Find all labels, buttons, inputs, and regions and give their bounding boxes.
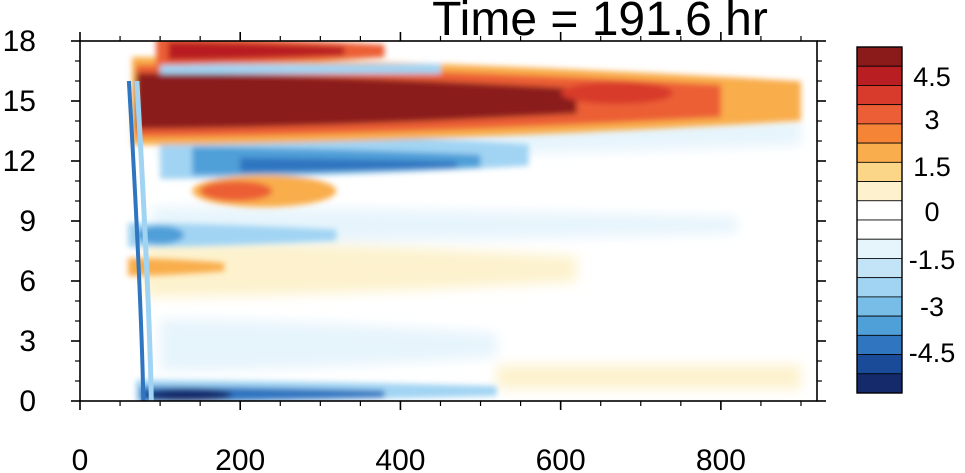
colorbar-cell: [856, 200, 903, 221]
y-axis: 0 3 6 9 12 15 18: [3, 25, 826, 418]
colorbar-cell: [856, 161, 903, 182]
positive-blob-10-core: [200, 181, 273, 201]
y-tick-label: 0: [19, 385, 36, 418]
colorbar-cell: [856, 219, 903, 240]
y-tick-label: 3: [19, 325, 36, 358]
colorbar-label: 4.5: [913, 62, 951, 92]
colorbar-label: -3: [920, 292, 944, 322]
colorbar-cell: [856, 181, 903, 202]
negative-band-8-core: [136, 226, 185, 244]
colorbar-cell: [856, 354, 903, 375]
colorbar-cell: [856, 65, 903, 86]
negative-band-12-core: [240, 158, 457, 172]
y-tick-label: 12: [3, 145, 36, 178]
front-line: [126, 80, 146, 401]
y-tick-label: 18: [3, 25, 36, 58]
colorbar-cell: [856, 238, 903, 259]
x-tick-label: 0: [72, 444, 89, 473]
colorbar-label: 3: [924, 105, 939, 135]
chart-title: Time = 191.6 hr: [432, 0, 768, 46]
colorbar-label: -4.5: [909, 338, 956, 368]
colorbar: 4.5 3 1.5 0 -1.5 -3 -4.5: [856, 46, 956, 394]
colorbar-cell: [856, 334, 903, 355]
x-tick-label: 600: [536, 444, 586, 473]
x-axis: 0 200 400 600 800: [72, 32, 802, 473]
strong-positive-band-core: [136, 73, 577, 129]
colorbar-cell: [856, 85, 903, 106]
strong-positive-band-tip: [560, 82, 673, 104]
negative-band-8-outer: [128, 223, 337, 247]
upper-red-band-core: [168, 42, 345, 60]
colorbar-cell: [856, 296, 903, 317]
front-line-halo: [134, 80, 154, 401]
colorbar-cell: [856, 123, 903, 144]
colorbar-label: 0: [924, 197, 939, 227]
colorbar-cell: [856, 277, 903, 298]
field-sharp-layer: [128, 41, 801, 401]
x-tick-label: 200: [215, 444, 265, 473]
colorbar-label: 1.5: [913, 152, 951, 182]
faint-positive-band-6: [144, 241, 577, 297]
positive-band-6: [128, 258, 225, 276]
y-tick-label: 6: [19, 265, 36, 298]
colorbar-cell: [856, 46, 903, 67]
y-tick-label: 15: [3, 85, 36, 118]
colorbar-cell: [856, 258, 903, 279]
faint-positive-band-1: [496, 365, 801, 389]
colorbar-cell: [856, 315, 903, 336]
colorbar-cell: [856, 104, 903, 125]
surface-negative-core-dark: [144, 389, 233, 401]
colorbar-label: -1.5: [909, 245, 956, 275]
x-tick-label: 800: [696, 444, 746, 473]
x-tick-label: 400: [375, 444, 425, 473]
negative-band-16: [160, 64, 441, 74]
y-tick-label: 9: [19, 205, 36, 238]
colorbar-cell: [856, 142, 903, 163]
colorbar-cell: [856, 373, 903, 394]
plot-area: [80, 41, 817, 401]
faint-negative-band-3: [160, 319, 497, 371]
colorbar-frame: [856, 46, 903, 394]
